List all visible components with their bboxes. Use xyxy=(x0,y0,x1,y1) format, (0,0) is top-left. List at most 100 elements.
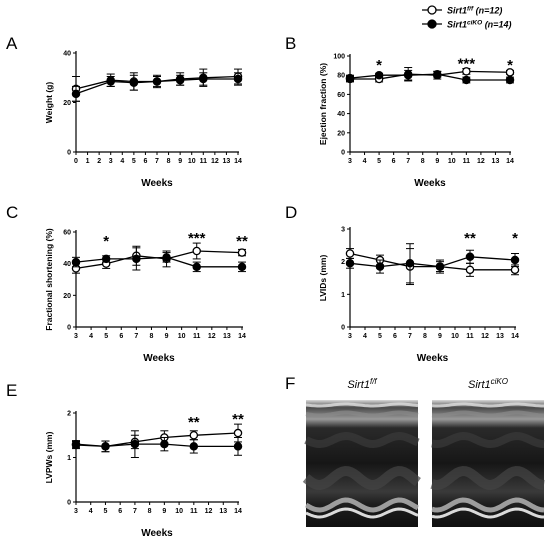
x-tick-label: 6 xyxy=(119,333,123,340)
x-tick-label: 5 xyxy=(378,333,382,340)
x-tick-label: 6 xyxy=(393,333,397,340)
mmode-band xyxy=(305,507,419,519)
data-point-filled xyxy=(465,252,475,262)
y-axis-label: Fractional shortening (%) xyxy=(44,228,54,331)
data-point-filled xyxy=(152,77,162,86)
y-axis-label: Weight (g) xyxy=(44,82,54,124)
x-tick-label: 12 xyxy=(208,333,216,340)
x-tick-label: 4 xyxy=(363,333,367,340)
x-tick-label: 12 xyxy=(481,333,489,340)
data-point-filled xyxy=(233,74,243,84)
x-tick-label: 10 xyxy=(175,508,183,515)
data-point-filled xyxy=(130,439,140,449)
y-tick-label: 0 xyxy=(341,150,345,157)
data-point-open xyxy=(189,430,199,440)
y-tick-label: 20 xyxy=(337,130,345,137)
x-tick-label: 4 xyxy=(120,158,124,165)
data-point-open xyxy=(345,249,355,258)
panel-letter: E xyxy=(6,381,17,400)
y-axis-label: LVIDs (mm) xyxy=(318,255,328,302)
significance-stars: ** xyxy=(464,230,476,247)
series-line xyxy=(75,443,238,448)
panel-letter: F xyxy=(285,374,295,393)
series-line xyxy=(349,256,516,268)
y-tick-label: 1 xyxy=(341,292,345,299)
x-tick-label: 4 xyxy=(363,158,367,165)
data-point-filled xyxy=(237,262,247,272)
legend-label: Sirt1ciKO (n=14) xyxy=(447,20,511,30)
y-tick-label: 40 xyxy=(63,261,71,268)
x-tick-label: 8 xyxy=(423,333,427,340)
y-tick-label: 20 xyxy=(63,100,71,107)
data-point-filled xyxy=(71,257,81,267)
x-tick-label: 4 xyxy=(89,508,93,515)
x-tick-label: 6 xyxy=(143,158,147,165)
echo-panel: F Sirt1f/f Sirt1ciKO xyxy=(285,374,545,527)
series-line xyxy=(75,256,242,268)
panel-letter: B xyxy=(285,34,296,53)
x-tick-label: 12 xyxy=(211,158,219,165)
y-tick-label: 60 xyxy=(337,92,345,99)
y-axis-label: LVPWs (mm) xyxy=(44,431,54,483)
mmode-band xyxy=(431,507,545,519)
data-point-filled xyxy=(233,442,243,451)
y-tick-label: 2 xyxy=(67,411,71,418)
panel-letter: A xyxy=(6,34,18,53)
x-tick-label: 13 xyxy=(492,158,500,165)
data-point-filled xyxy=(345,73,355,83)
x-tick-label: 7 xyxy=(408,333,412,340)
y-tick-label: 40 xyxy=(337,111,345,118)
x-tick-label: 11 xyxy=(193,333,201,340)
data-point-filled xyxy=(405,259,415,268)
x-axis-label: Weeks xyxy=(141,178,173,189)
y-tick-label: 40 xyxy=(63,51,71,58)
x-tick-label: 1 xyxy=(86,158,90,165)
x-tick-label: 3 xyxy=(74,333,78,340)
significance-stars: *** xyxy=(458,55,476,72)
legend-label: Sirt1f/f (n=12) xyxy=(447,6,502,16)
data-point-filled xyxy=(106,77,115,86)
data-point-filled xyxy=(129,78,139,87)
mmode-band xyxy=(302,465,421,491)
data-point-filled xyxy=(505,75,515,85)
series-line xyxy=(349,252,515,271)
data-point-open xyxy=(233,428,243,438)
data-point-open xyxy=(462,67,471,76)
x-axis-label: Weeks xyxy=(417,353,449,364)
data-point-filled xyxy=(71,440,81,450)
data-point-open xyxy=(465,265,475,275)
x-tick-label: 7 xyxy=(406,158,410,165)
data-point-open xyxy=(510,265,520,275)
series-ff xyxy=(345,248,520,286)
x-tick-label: 7 xyxy=(133,508,137,515)
data-point-filled xyxy=(175,75,185,85)
y-tick-label: 1 xyxy=(67,455,71,462)
x-tick-label: 9 xyxy=(162,508,166,515)
data-point-filled xyxy=(132,254,141,264)
series-ff xyxy=(71,423,243,453)
legend-marker-filled xyxy=(427,19,437,29)
mmode-band xyxy=(431,402,544,408)
data-point-filled xyxy=(435,262,445,271)
data-point-filled xyxy=(375,262,385,271)
series-line xyxy=(349,73,510,81)
x-tick-label: 8 xyxy=(150,333,154,340)
mmode-band xyxy=(431,410,545,418)
y-tick-label: 0 xyxy=(67,150,71,157)
data-point-open xyxy=(237,248,247,257)
x-tick-label: 7 xyxy=(134,333,138,340)
x-tick-label: 10 xyxy=(448,158,456,165)
y-tick-label: 2 xyxy=(341,259,345,266)
x-tick-label: 4 xyxy=(89,333,93,340)
x-tick-label: 11 xyxy=(200,158,208,165)
x-tick-label: 14 xyxy=(511,333,519,340)
data-point-open xyxy=(192,246,201,256)
data-point-filled xyxy=(374,70,384,80)
x-tick-label: 8 xyxy=(421,158,425,165)
x-tick-label: 13 xyxy=(496,333,504,340)
data-point-filled xyxy=(199,74,208,84)
data-point-filled xyxy=(162,253,171,262)
y-tick-label: 100 xyxy=(333,54,345,61)
mmode-band xyxy=(430,465,545,491)
